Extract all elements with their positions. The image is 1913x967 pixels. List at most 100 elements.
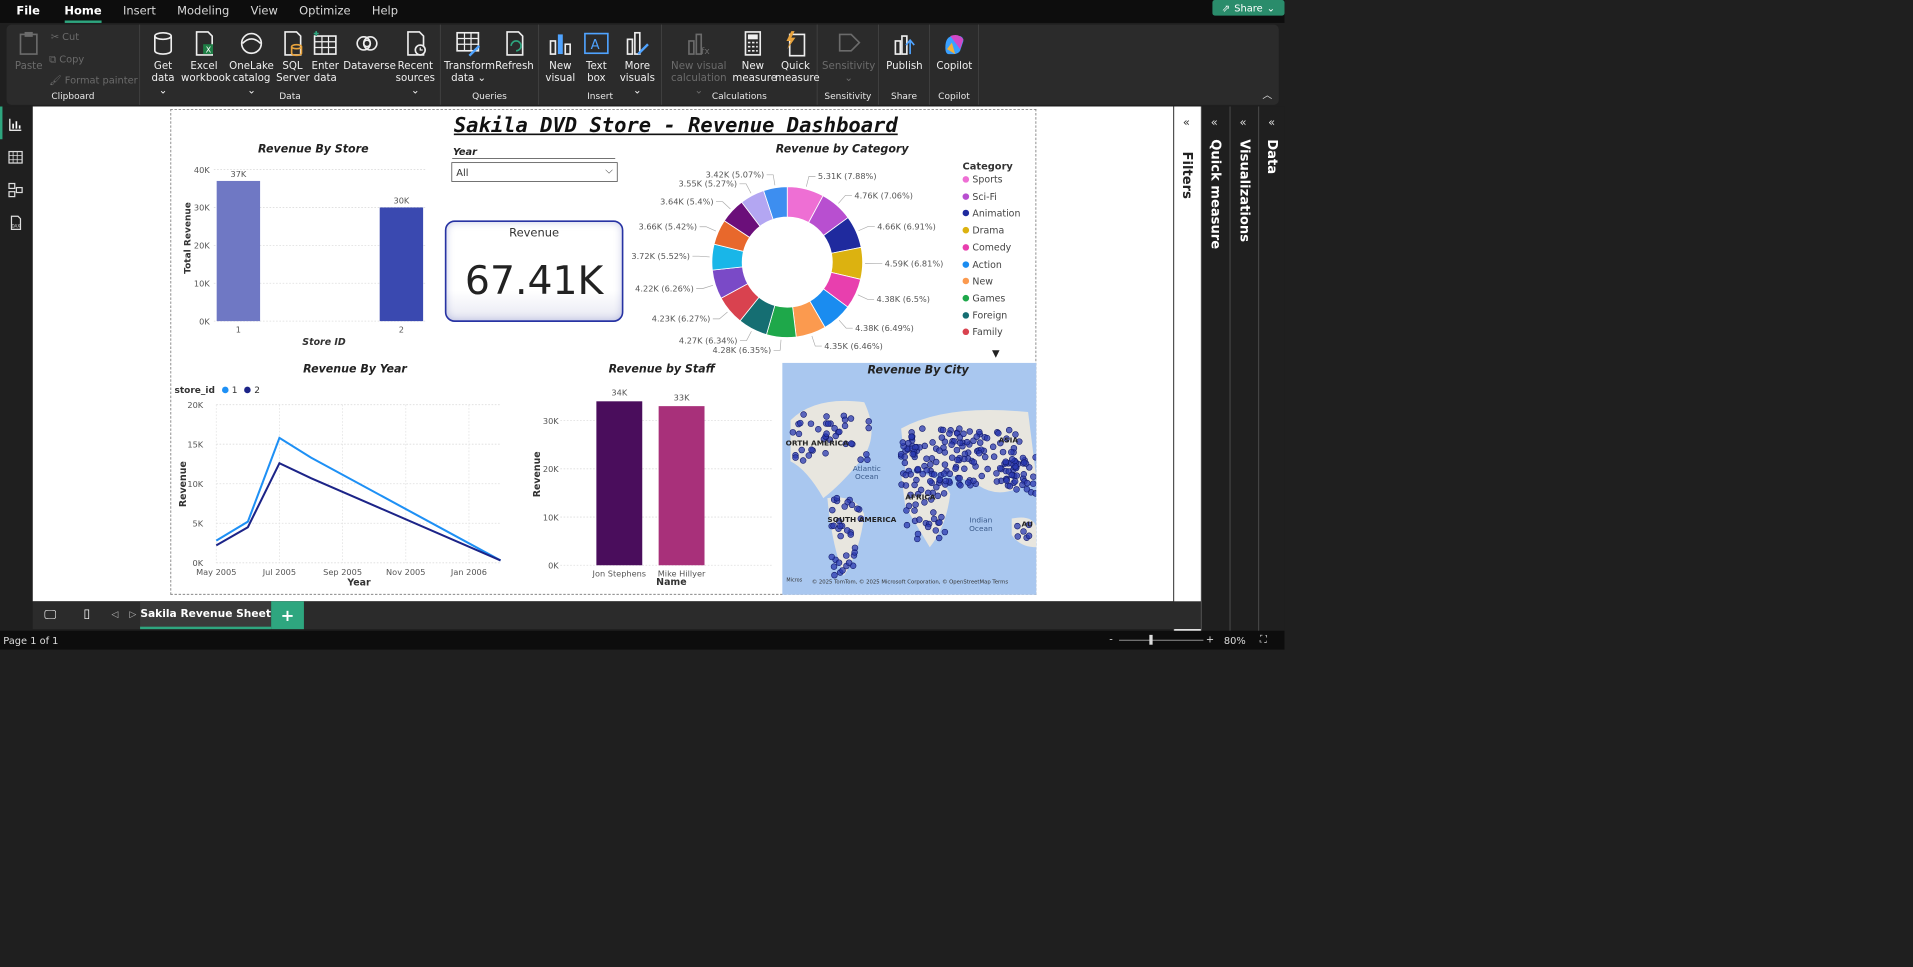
expand-data-icon[interactable]: « <box>1268 116 1276 130</box>
ribbon: Paste ✂ Cut ⧉ Copy 🖌 Format painter Clip… <box>6 24 1279 105</box>
scroll-left-icon[interactable]: ◁ <box>111 608 119 620</box>
publish-button[interactable]: Publish <box>884 29 925 71</box>
year-slicer-dropdown[interactable]: All ⌵ <box>451 162 618 182</box>
data-pane[interactable]: « Data <box>1258 106 1285 631</box>
expand-filters-icon[interactable]: « <box>1182 116 1190 130</box>
text-box-button[interactable]: A Text box <box>580 29 613 84</box>
report-title: Sakila DVD Store - Revenue Dashboard <box>453 113 898 137</box>
legend-item-animation[interactable]: Animation <box>962 208 1020 219</box>
dataverse-button[interactable]: Dataverse <box>343 29 396 71</box>
copilot-button[interactable]: Copilot <box>933 29 976 71</box>
cut-button[interactable]: ✂ Cut <box>50 31 80 43</box>
map-canvas[interactable] <box>782 363 1037 595</box>
group-sensitivity: Sensitivity ⌄ Sensitivity <box>818 24 880 105</box>
enter-data-button[interactable]: Enter data <box>309 29 342 84</box>
visualizations-pane[interactable]: « Visualizations <box>1229 106 1259 631</box>
legend-item-family[interactable]: Family <box>962 326 1003 338</box>
legend-item-sci-fi[interactable]: Sci-Fi <box>962 191 997 202</box>
bar-staff <box>596 401 643 566</box>
format-painter-button[interactable]: 🖌 Format painter <box>49 74 138 87</box>
city-marker <box>970 459 978 466</box>
report-view-icon[interactable] <box>7 116 23 132</box>
tab-sakila-revenue-sheet[interactable]: Sakila Revenue Sheet <box>140 601 272 630</box>
zoom-level[interactable]: 80% <box>1223 634 1246 647</box>
revenue-card[interactable]: Revenue 67.41K <box>444 220 624 322</box>
legend-item-drama[interactable]: Drama <box>962 225 1004 236</box>
expand-visualizations-icon[interactable]: « <box>1239 116 1247 130</box>
share-button[interactable]: ⇗ Share ⌄ <box>1212 0 1285 16</box>
quick-measure-pane[interactable]: « Quick measure <box>1200 106 1230 631</box>
zoom-slider-thumb[interactable] <box>1149 634 1153 645</box>
city-marker <box>1029 480 1037 487</box>
city-marker <box>1032 454 1037 461</box>
tab-optimize[interactable]: Optimize <box>299 4 351 19</box>
legend-item-action[interactable]: Action <box>962 258 1002 270</box>
city-map[interactable]: Revenue By City ORTH AMERICA ASIA AFRICA… <box>782 362 1037 595</box>
zoom-slider[interactable] <box>1119 639 1204 641</box>
leader-line <box>712 311 728 320</box>
store-bar-chart[interactable]: 0K 10K 20K 30K 40K 37K 1 30K 2 <box>171 157 441 354</box>
slice-label: 4.35K (6.46%) <box>824 341 883 351</box>
city-marker <box>828 553 836 561</box>
scroll-right-icon[interactable]: ▷ <box>129 608 137 620</box>
group-clipboard: Paste ✂ Cut ⧉ Copy 🖌 Format painter Clip… <box>7 24 141 105</box>
category-donut-chart[interactable]: 5.31K (7.88%) 4.76K (7.06%) 4.66K (6.91%) 4… <box>630 157 958 354</box>
tab-modeling[interactable]: Modeling <box>177 4 230 19</box>
collapse-ribbon-icon[interactable]: ︿ <box>1262 89 1273 101</box>
legend-item-sports[interactable]: Sports <box>962 174 1003 185</box>
new-visual-button[interactable]: New visual <box>544 29 577 84</box>
city-marker <box>822 450 829 457</box>
menu-file[interactable]: File <box>16 4 40 19</box>
get-data-button[interactable]: Get data ⌄ <box>147 29 180 96</box>
city-marker <box>916 516 923 523</box>
sensitivity-button[interactable]: Sensitivity ⌄ <box>822 29 876 84</box>
filters-pane[interactable]: « Filters <box>1173 106 1201 631</box>
mobile-layout-icon[interactable]: ▯ <box>83 606 91 621</box>
legend-scroll-down-icon[interactable]: ▼ <box>992 347 1000 359</box>
staff-chart-title: Revenue by Staff <box>608 362 715 377</box>
year-line-chart[interactable]: 0K 5K 10K 15K 20K May 2005 Jul 2005 Sep 2005 Nov… <box>171 395 515 592</box>
tab-insert[interactable]: Insert <box>122 4 156 19</box>
transform-data-button[interactable]: Transform data ⌄ <box>444 29 495 84</box>
city-marker <box>957 482 964 489</box>
city-marker <box>923 455 930 462</box>
city-marker <box>929 439 936 446</box>
legend-item-foreign[interactable]: Foreign <box>962 309 1007 321</box>
zoom-out-button[interactable]: - <box>1109 633 1113 645</box>
fit-to-page-icon[interactable]: ⛶ <box>1259 633 1267 645</box>
copy-button[interactable]: ⧉ Copy <box>49 53 85 65</box>
legend-item-new[interactable]: New <box>962 275 993 287</box>
legend-item-comedy[interactable]: Comedy <box>962 241 1011 253</box>
group-calculations: fx New visual calculation ⌄ New measure Qu… <box>662 24 820 105</box>
quick-measure-button[interactable]: Quick measure <box>775 29 820 84</box>
city-marker <box>976 439 984 446</box>
desktop-layout-icon[interactable]: 🖵 <box>44 607 57 622</box>
new-measure-button[interactable]: New measure <box>732 29 777 84</box>
tab-help[interactable]: Help <box>371 4 399 19</box>
legend-item-games[interactable]: Games <box>962 292 1005 304</box>
add-page-button[interactable]: + <box>271 601 304 630</box>
expand-quick-measure-icon[interactable]: « <box>1210 116 1218 130</box>
excel-workbook-button[interactable]: X Excel workbook <box>181 29 231 84</box>
x-tick-label: Nov 2005 <box>386 567 425 577</box>
year-chart-xlabel: Year <box>347 576 371 589</box>
series-line-store-2 <box>215 461 501 562</box>
group-label-sensitivity: Sensitivity <box>824 90 872 102</box>
legend-dot <box>962 226 970 234</box>
more-visuals-button[interactable]: More visuals ⌄ <box>616 29 659 96</box>
sql-server-button[interactable]: SQL Server <box>276 29 310 84</box>
onelake-catalog-button[interactable]: OneLake catalog ⌄ <box>229 29 275 96</box>
city-marker <box>837 532 844 540</box>
table-view-icon[interactable] <box>7 149 23 165</box>
dax-query-view-icon[interactable]: DAX <box>7 215 23 231</box>
refresh-button[interactable]: Refresh <box>495 29 534 71</box>
staff-bar-chart[interactable]: 0K 10K 20K 30K 34K Jon Stephens 33K Mike Hillye… <box>523 380 777 589</box>
model-view-icon[interactable] <box>7 182 23 198</box>
recent-sources-button[interactable]: Recent sources ⌄ <box>392 29 438 96</box>
zoom-in-button[interactable]: + <box>1205 633 1215 645</box>
tab-view[interactable]: View <box>250 4 278 19</box>
paste-button[interactable]: Paste <box>13 29 44 71</box>
tab-home[interactable]: Home <box>64 4 102 23</box>
new-visual-calculation-button[interactable]: fx New visual calculation ⌄ <box>668 29 729 96</box>
map-attribution[interactable]: © 2025 TomTom, © 2025 Microsoft Corporat… <box>811 578 1009 585</box>
